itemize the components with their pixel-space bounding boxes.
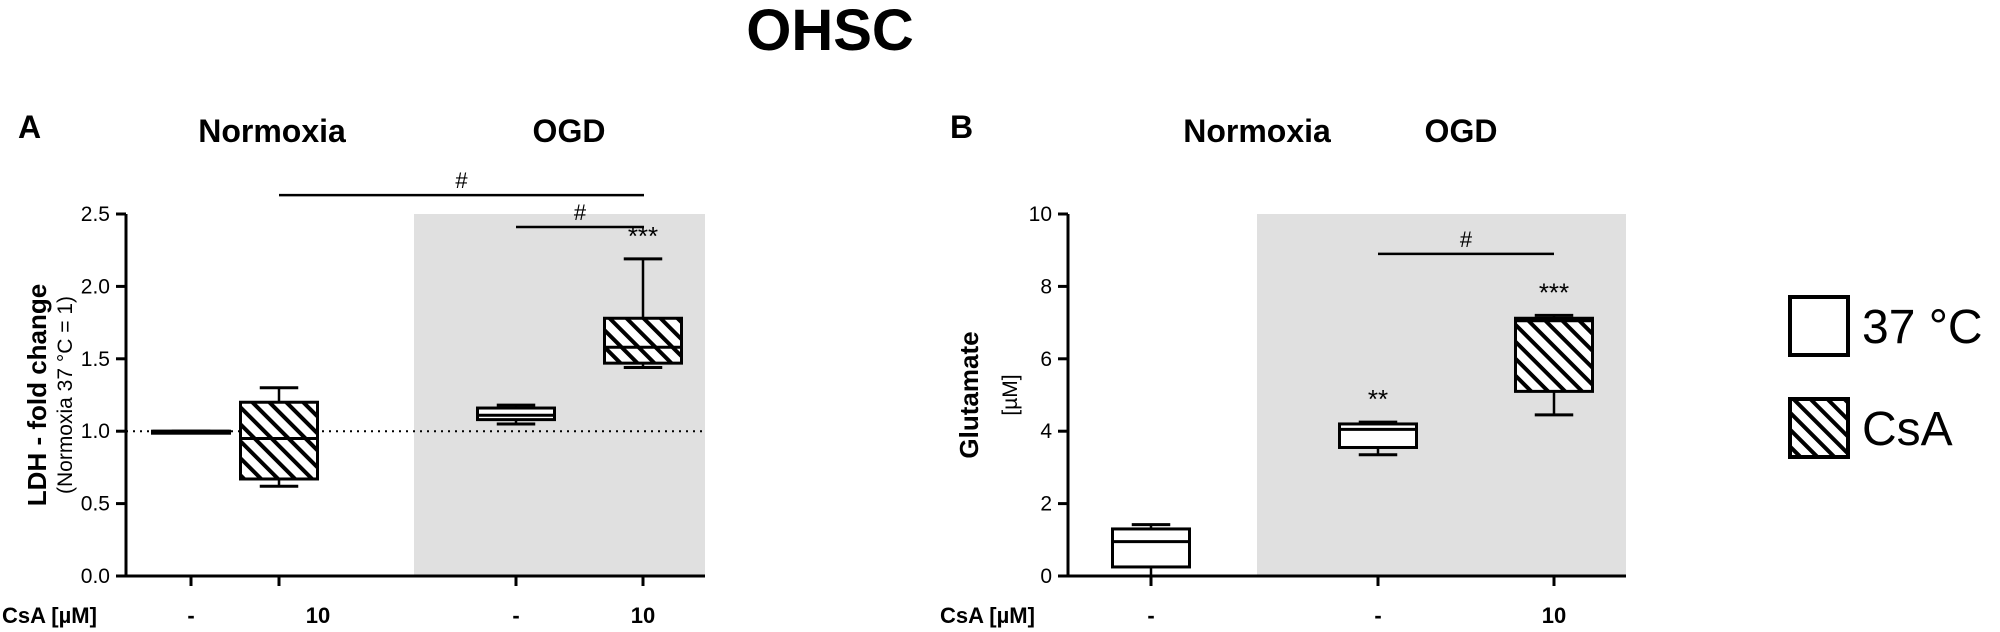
bracket-label: #	[1460, 227, 1473, 252]
box-body	[1111, 527, 1191, 569]
legend-swatch-csa	[1788, 397, 1850, 459]
y-axis-label: LDH - fold change	[22, 284, 52, 506]
panel-label: A	[18, 109, 41, 145]
panel-a: 0.0 0.5 1.0 1.5 2.0 2.5 LDH - fold change (Norm…	[2, 109, 705, 628]
box-2	[1514, 313, 1594, 417]
y-tick-label: 0.0	[81, 565, 110, 588]
x-row-label: CsA [µM]	[940, 603, 1035, 628]
bracket-label: #	[455, 168, 468, 193]
significance-stars: **	[1368, 384, 1388, 414]
legend-label-csa: CsA	[1862, 403, 1953, 456]
y-tick-label: 1.0	[81, 420, 110, 443]
y-tick-label: 0	[1040, 565, 1052, 588]
ogd-shaded-region	[414, 214, 705, 576]
significance-stars: ***	[1539, 277, 1569, 307]
group-label: OGD	[1425, 113, 1498, 149]
x-category-label: -	[512, 603, 519, 628]
x-category-label: 10	[306, 603, 330, 628]
y-tick-label: 2.0	[81, 275, 110, 298]
y-tick-label: 10	[1029, 203, 1052, 226]
group-label: Normoxia	[1183, 113, 1331, 149]
box-body	[603, 316, 683, 365]
box-1	[239, 386, 319, 488]
legend-swatch-37c	[1788, 295, 1850, 357]
y-tick-label: 2	[1040, 493, 1052, 516]
y-tick-label: 2.5	[81, 203, 110, 226]
y-tick-label: 4	[1040, 420, 1052, 443]
y-axis-sublabel: (Normoxia 37 °C = 1)	[54, 296, 77, 494]
bracket-label: #	[574, 200, 587, 225]
x-category-label: -	[1147, 603, 1154, 628]
x-row-label: CsA [µM]	[2, 603, 97, 628]
y-axis-sublabel: [µM]	[999, 374, 1022, 415]
legend-label-37c: 37 °C	[1862, 301, 1983, 354]
y-tick-label: 8	[1040, 275, 1052, 298]
x-category-label: -	[187, 603, 194, 628]
x-category-label: 10	[1542, 603, 1566, 628]
box-body	[1514, 316, 1594, 393]
legend: 37 °C CsA	[1788, 295, 1983, 459]
y-tick-label: 6	[1040, 348, 1052, 371]
box-0	[1111, 523, 1191, 578]
box-0	[151, 429, 231, 435]
significance-stars: ***	[628, 221, 658, 251]
box-3	[603, 257, 683, 369]
box-1	[1338, 420, 1418, 457]
box-body	[239, 400, 319, 481]
panel-label: B	[950, 109, 973, 145]
group-label: OGD	[533, 113, 606, 149]
box-body	[1338, 422, 1418, 449]
box-2	[476, 403, 556, 426]
ogd-shaded-region	[1257, 214, 1626, 576]
x-category-label: -	[1374, 603, 1381, 628]
y-tick-label: 1.5	[81, 348, 110, 371]
y-axis-label: Glutamate	[954, 331, 984, 458]
group-label: Normoxia	[198, 113, 346, 149]
figure-title: OHSC	[746, 0, 914, 63]
x-category-label: 10	[631, 603, 655, 628]
y-tick-label: 0.5	[81, 493, 110, 516]
